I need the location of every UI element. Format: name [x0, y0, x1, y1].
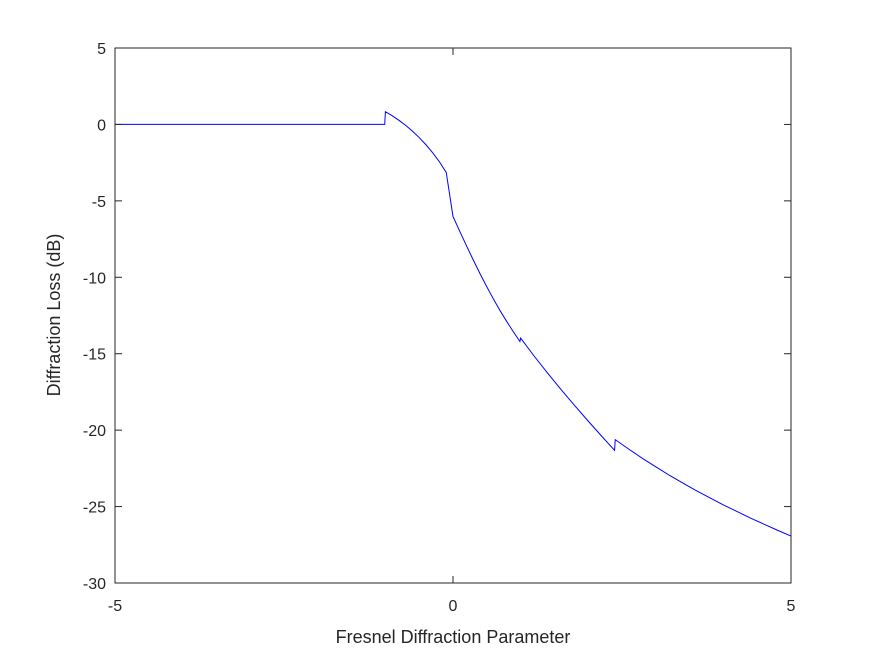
y-tick-label: -30: [83, 576, 106, 593]
axes-layer: -5 0 5 5 0 -5 -10 -15 -20 -25 -30: [83, 41, 796, 615]
series-layer: [115, 110, 792, 537]
y-tick-label: -5: [92, 194, 106, 211]
y-axis-label: Diffraction Loss (dB): [44, 234, 64, 397]
y-tick-label: -25: [83, 500, 106, 517]
x-tick-label: 5: [787, 598, 796, 615]
series-line-0: [115, 110, 792, 537]
y-tick-label: -10: [83, 270, 106, 287]
x-tick-label: 0: [449, 598, 458, 615]
y-tick-label: 0: [97, 117, 106, 134]
y-tick-label: 5: [97, 41, 106, 58]
x-axis-label: Fresnel Diffraction Parameter: [336, 627, 571, 647]
y-tick-label: -15: [83, 347, 106, 364]
x-tick-label: -5: [108, 598, 122, 615]
y-tick-label: -20: [83, 423, 106, 440]
plot-area: [115, 48, 791, 583]
